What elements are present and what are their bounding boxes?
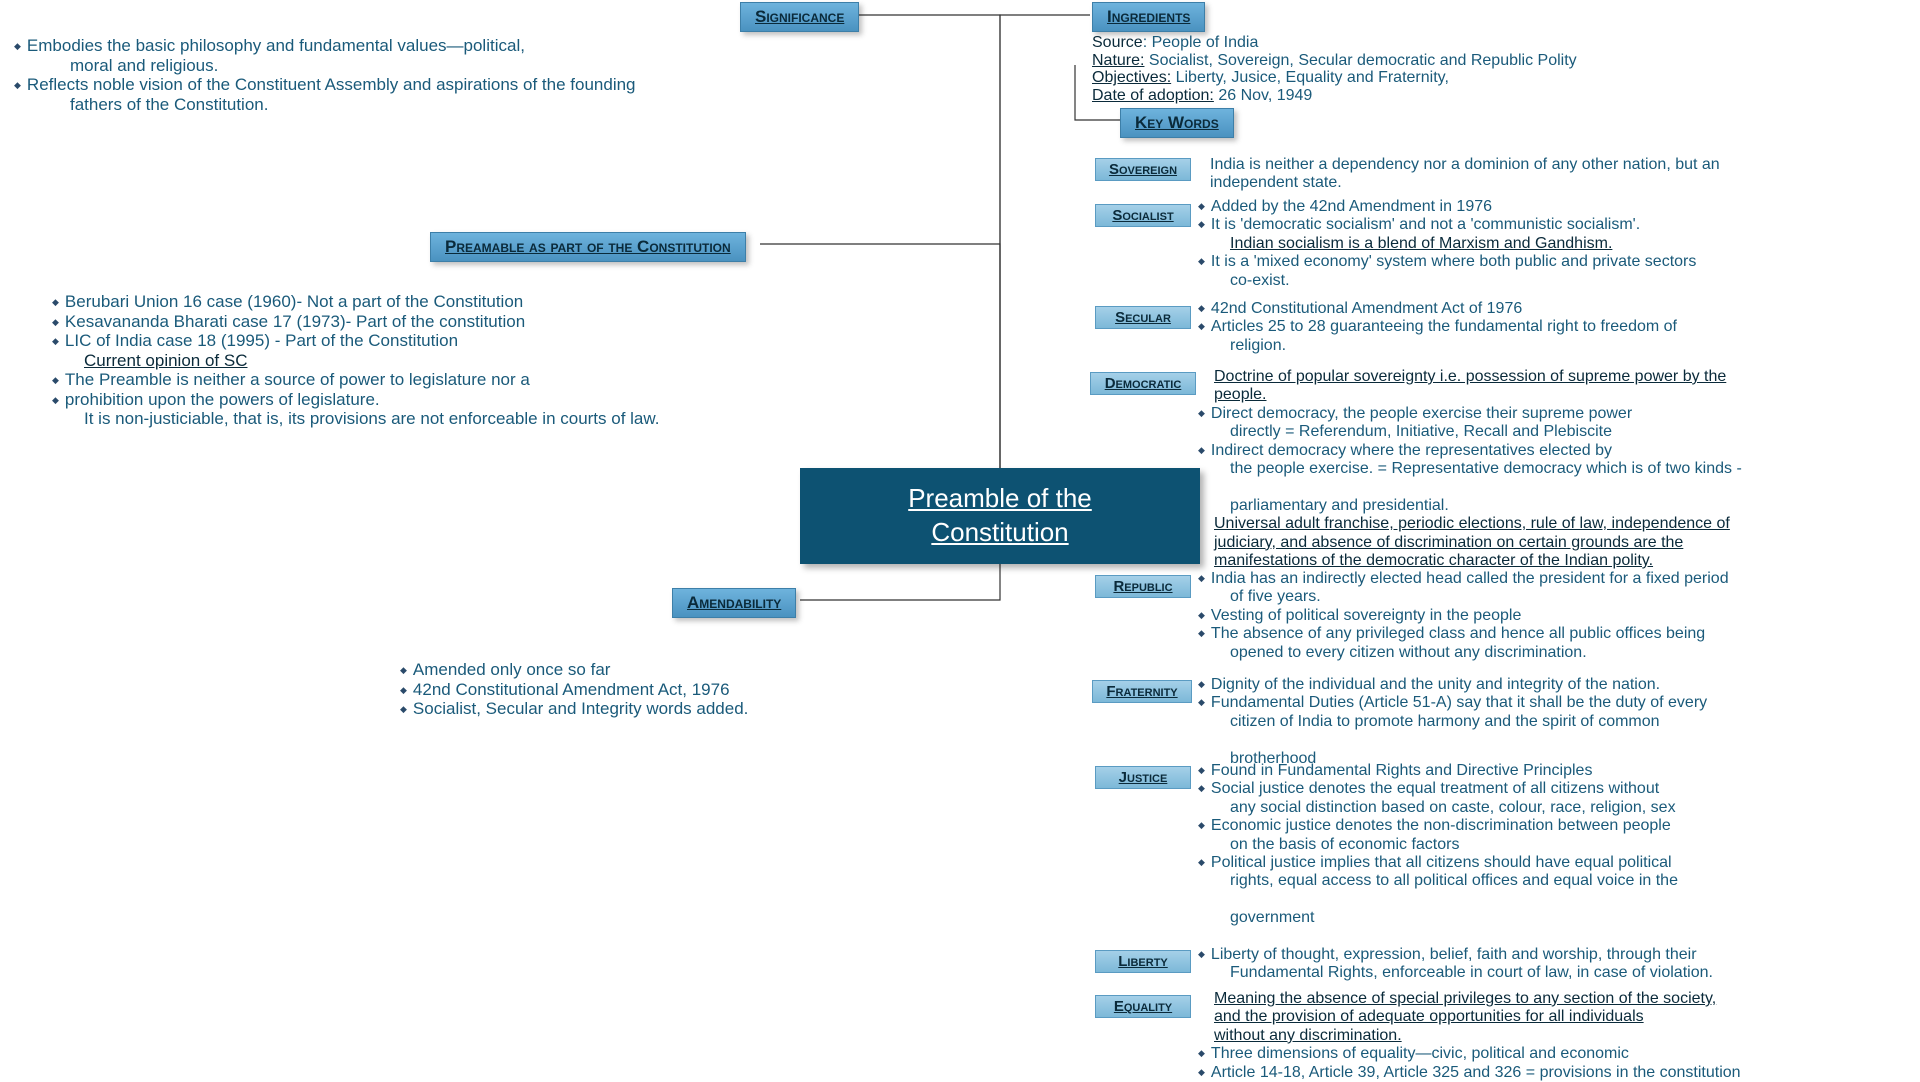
pre-b5b: It is non-justiciable, that is, its prov… <box>68 409 659 429</box>
ing-l3-lbl: Objectives: <box>1092 69 1171 86</box>
ing-l1-lbl: Source <box>1092 34 1143 51</box>
amd-b3: Socialist, Secular and Integrity words a… <box>416 699 748 719</box>
amd-b1: Amended only once so far <box>416 660 748 680</box>
kw-socialist: Socialist <box>1095 204 1191 227</box>
ingredients-content: Source: People of India Nature: Socialis… <box>1092 34 1577 104</box>
central-line1: Preamble of the <box>908 483 1092 513</box>
section-amendability: Amendability <box>672 588 796 618</box>
liberty-text: Liberty of thought, expression, belief, … <box>1198 946 1713 983</box>
significance-content: Embodies the basic philosophy and fundam… <box>14 36 636 114</box>
kw-justice: Justice <box>1095 766 1191 789</box>
kw-sovereign: Sovereign <box>1095 158 1191 181</box>
socialist-text: Added by the 42nd Amendment in 1976 It i… <box>1198 198 1696 290</box>
kw-fraternity: Fraternity <box>1092 680 1192 703</box>
ing-l3: Liberty, Jusice, Equality and Fraternity… <box>1171 69 1449 86</box>
kw-liberty: Liberty <box>1095 950 1191 973</box>
kw-republic: Republic <box>1095 575 1191 598</box>
kw-equality: Equality <box>1095 995 1191 1018</box>
democratic-text: Doctrine of popular sovereignty i.e. pos… <box>1198 368 1742 570</box>
ing-l2-lbl: Nature: <box>1092 52 1144 69</box>
section-key-words: Key Words <box>1120 108 1234 138</box>
ing-l1: : People of India <box>1143 34 1259 51</box>
section-significance: Significance <box>740 2 859 32</box>
section-preamable-part: Preamable as part of the Constitution <box>430 232 746 262</box>
sig-b1b: moral and religious. <box>30 56 636 76</box>
sig-b2: Reflects noble vision of the Constituent… <box>27 75 636 94</box>
kw-secular: Secular <box>1095 306 1191 329</box>
secular-text: 42nd Constitutional Amendment Act of 197… <box>1198 300 1677 355</box>
pre-b2: Kesavananda Bharati case 17 (1973)- Part… <box>68 312 659 332</box>
pre-b4: The Preamble is neither a source of powe… <box>68 370 659 390</box>
sig-b1: Embodies the basic philosophy and fundam… <box>27 36 525 55</box>
ing-l4: 26 Nov, 1949 <box>1214 87 1312 104</box>
amd-b2: 42nd Constitutional Amendment Act, 1976 <box>416 680 748 700</box>
central-node: Preamble of the Constitution <box>800 468 1200 564</box>
pre-b3: LIC of India case 18 (1995) - Part of th… <box>65 331 458 350</box>
ing-l4-lbl: Date of adoption: <box>1092 87 1214 104</box>
amendability-content: Amended only once so far 42nd Constituti… <box>400 660 748 719</box>
kw-democratic: Democratic <box>1090 372 1196 395</box>
section-ingredients: Ingredients <box>1092 2 1205 32</box>
ing-l2: Socialist, Sovereign, Secular democratic… <box>1144 52 1576 69</box>
pre-b5: prohibition upon the powers of legislatu… <box>65 390 380 409</box>
equality-text: Meaning the absence of special privilege… <box>1198 990 1741 1082</box>
pre-b3u: Current opinion of SC <box>68 351 659 371</box>
justice-text: Found in Fundamental Rights and Directiv… <box>1198 762 1678 928</box>
republic-text: India has an indirectly elected head cal… <box>1198 570 1729 662</box>
fraternity-text: Dignity of the individual and the unity … <box>1198 676 1707 768</box>
preamable-content: Berubari Union 16 case (1960)- Not a par… <box>52 292 659 429</box>
sig-b2b: fathers of the Constitution. <box>30 95 636 115</box>
central-line2: Constitution <box>931 517 1068 547</box>
pre-b1: Berubari Union 16 case (1960)- Not a par… <box>68 292 659 312</box>
sovereign-text: India is neither a dependency nor a domi… <box>1210 156 1720 193</box>
